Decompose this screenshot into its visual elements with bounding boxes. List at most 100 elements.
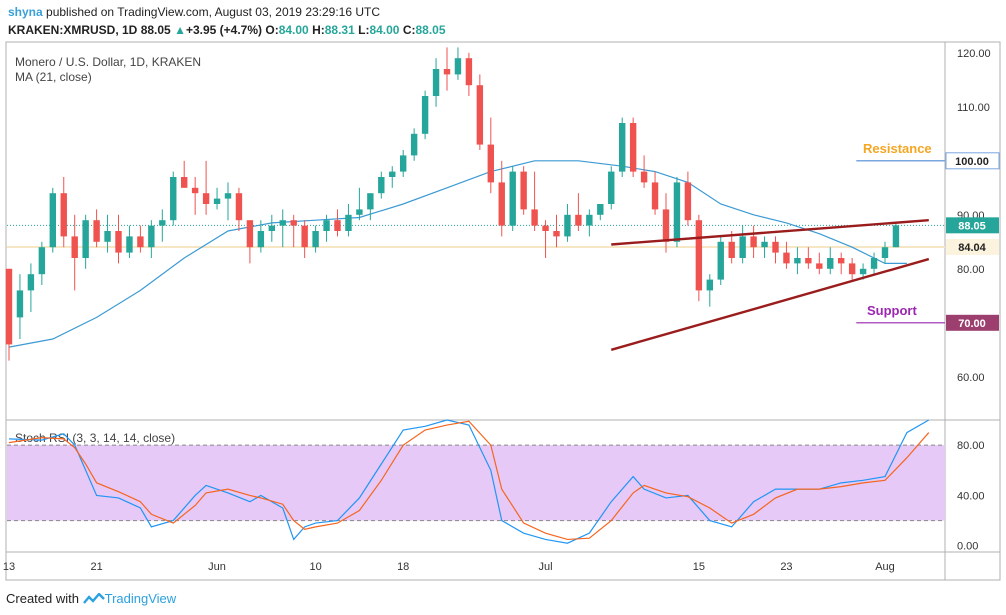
candle xyxy=(224,182,232,221)
price-tick-label: 120.00 xyxy=(957,48,991,60)
candle xyxy=(268,214,275,242)
candle xyxy=(334,209,341,237)
resistance-label: Resistance xyxy=(863,141,932,156)
price-tick-label: 60.00 xyxy=(957,372,985,384)
tradingview-brand[interactable]: TradingView xyxy=(104,591,177,606)
candle-body xyxy=(772,241,779,253)
candle-body xyxy=(848,263,856,275)
candle xyxy=(454,47,462,80)
candle xyxy=(684,171,692,226)
tradingview-logo-icon[interactable] xyxy=(82,591,105,606)
candle xyxy=(553,214,560,248)
candle xyxy=(498,160,505,237)
candle-body xyxy=(805,258,812,264)
candle-body xyxy=(553,231,560,237)
candle-body xyxy=(640,171,648,183)
publish-info: shyna published on TradingView.com, Augu… xyxy=(8,5,380,19)
candle xyxy=(487,117,494,194)
candle xyxy=(838,252,845,275)
candle-body xyxy=(38,247,46,275)
ma-line xyxy=(8,160,907,348)
candle xyxy=(586,209,593,237)
candle xyxy=(662,193,670,253)
candle-body xyxy=(542,225,549,231)
candle-body xyxy=(881,247,889,258)
candle xyxy=(115,214,122,264)
candle xyxy=(542,220,549,258)
annotations[interactable]: Resistance Support xyxy=(856,141,945,324)
candle-body xyxy=(27,274,35,291)
publisher-name[interactable]: shyna xyxy=(8,5,43,19)
time-axis[interactable]: 13 21 Jun 10 18 Jul 15 23 Aug xyxy=(3,561,895,573)
time-tick-label: 18 xyxy=(397,561,409,573)
rsi-overbought-oversold-band xyxy=(7,445,945,521)
candle xyxy=(389,166,396,188)
candle xyxy=(892,223,900,248)
price-tick-label: 80.00 xyxy=(957,264,985,276)
candle xyxy=(181,160,188,188)
candle-body xyxy=(104,231,111,242)
candle-body xyxy=(651,182,659,210)
stoch-rsi-d-line xyxy=(8,420,930,541)
candle-body xyxy=(673,182,681,242)
candle xyxy=(640,155,648,188)
candle xyxy=(213,187,221,210)
candle-body xyxy=(410,133,418,156)
reference-price-tag-box xyxy=(946,238,999,255)
candle-body xyxy=(400,155,407,172)
candle-body xyxy=(662,209,670,242)
candle xyxy=(410,128,418,161)
trendlines[interactable] xyxy=(610,219,930,351)
candle xyxy=(235,187,243,231)
trendline[interactable] xyxy=(610,257,930,351)
up-arrow-icon: ▲ xyxy=(174,23,186,37)
candle xyxy=(465,52,473,96)
candle-body xyxy=(246,220,254,248)
candle xyxy=(170,171,177,226)
candle-body xyxy=(575,214,582,226)
candle xyxy=(772,236,779,264)
candle-body xyxy=(334,220,341,231)
candle xyxy=(246,220,254,264)
candle xyxy=(126,225,133,258)
candle-body xyxy=(794,258,801,264)
trendline[interactable] xyxy=(611,219,929,246)
last-price: 88.05 xyxy=(140,23,171,37)
candle-body xyxy=(301,225,308,248)
candle xyxy=(509,166,516,231)
candle-body xyxy=(60,193,67,237)
time-tick-label: 13 xyxy=(3,561,15,573)
candle-body xyxy=(859,268,867,275)
candle-body xyxy=(268,225,275,231)
candle xyxy=(520,166,527,215)
candle xyxy=(290,214,297,248)
open-label: O: xyxy=(265,23,279,37)
candle-body xyxy=(564,214,571,237)
candle xyxy=(159,209,166,242)
candle-body xyxy=(82,220,89,258)
candle xyxy=(279,209,286,248)
candle xyxy=(597,204,604,221)
candle-body xyxy=(706,279,713,291)
candle-body xyxy=(608,171,615,204)
rsi-tick-label: 40.00 xyxy=(957,490,985,502)
candle-body xyxy=(71,236,78,258)
candle-body xyxy=(323,220,330,231)
candle xyxy=(301,220,308,258)
resistance-price-tag-text: 100.00 xyxy=(955,156,989,168)
created-with-text: Created with xyxy=(6,591,79,606)
chart-title: Monero / U.S. Dollar, 1D, KRAKEN xyxy=(15,55,201,69)
candle xyxy=(312,225,319,253)
candle xyxy=(673,177,681,248)
candle-body xyxy=(224,193,232,199)
ma-21-line xyxy=(8,160,907,348)
candle xyxy=(575,193,582,231)
candle xyxy=(148,220,155,258)
time-tick-label: Jul xyxy=(539,561,553,573)
support-label: Support xyxy=(867,303,917,318)
candle xyxy=(93,209,100,248)
candle xyxy=(717,236,724,285)
time-tick-label: 10 xyxy=(309,561,321,573)
